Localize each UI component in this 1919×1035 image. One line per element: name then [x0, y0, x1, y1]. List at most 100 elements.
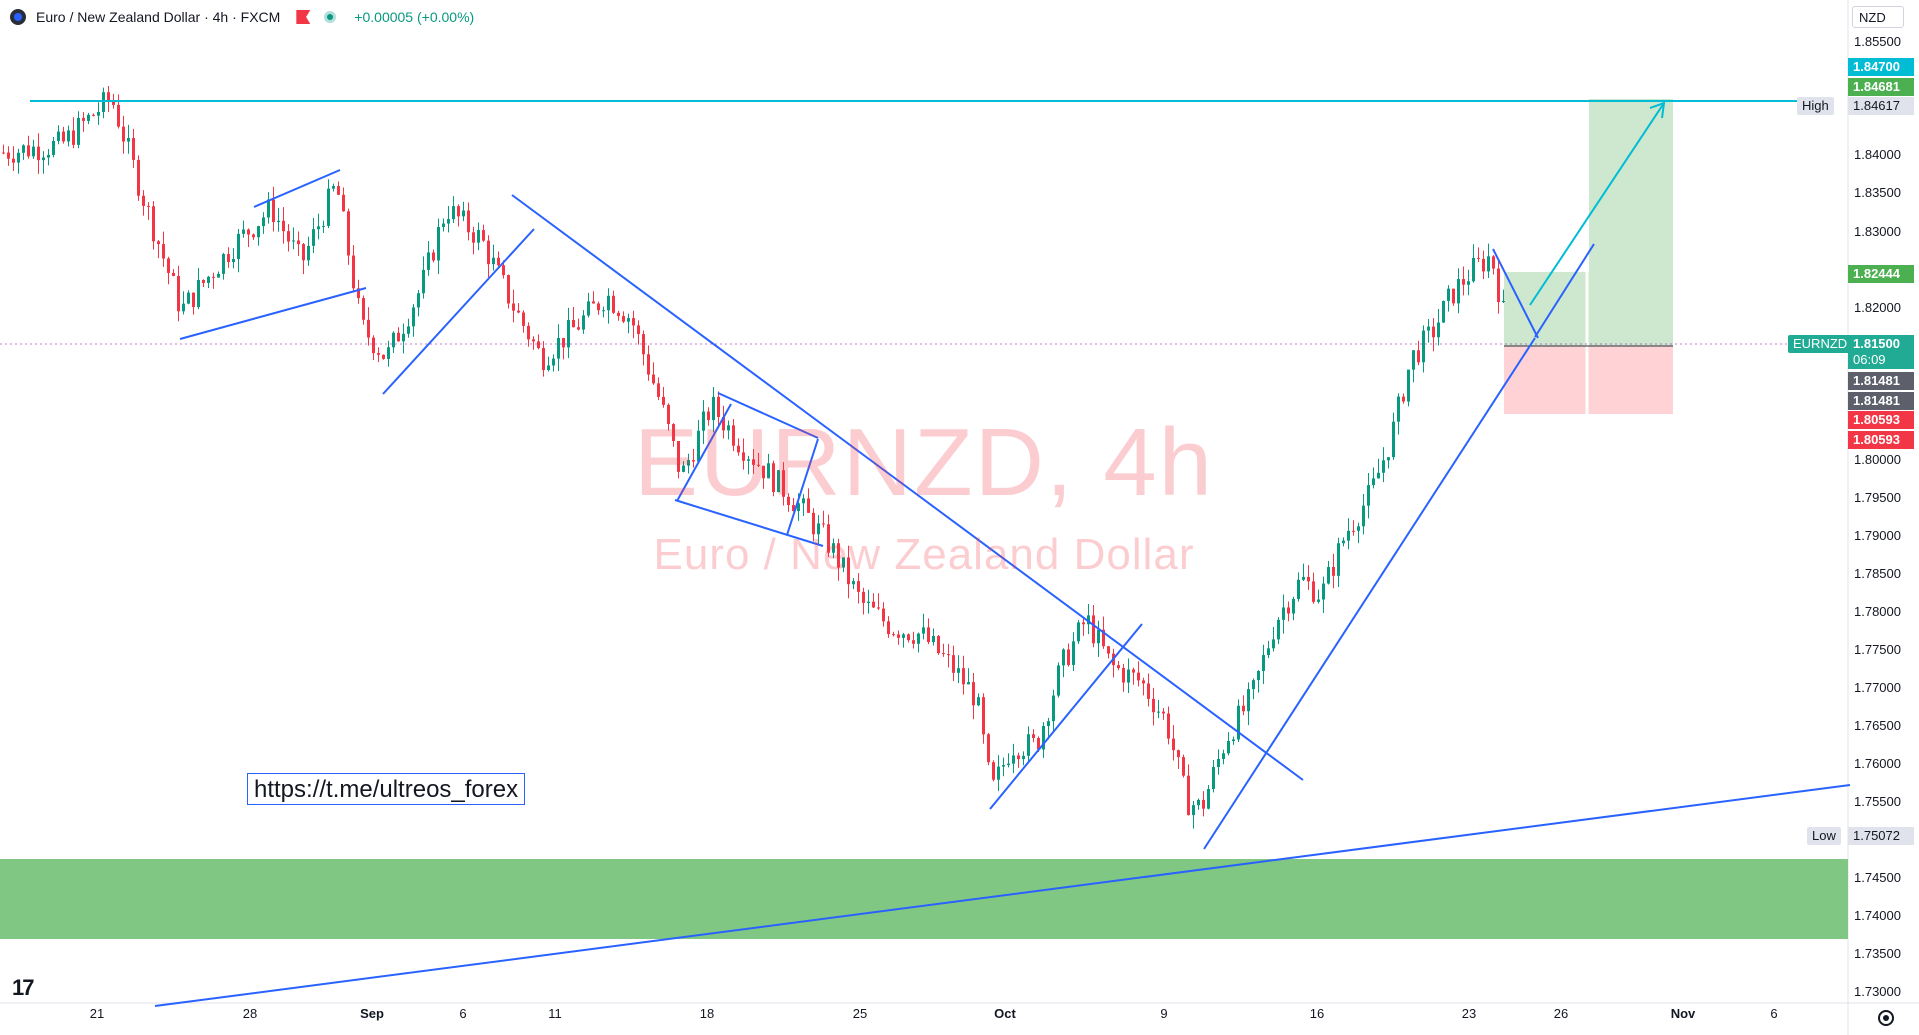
candle-body — [437, 226, 440, 261]
flag-leg-3[interactable] — [786, 438, 819, 536]
candle-body — [412, 307, 415, 327]
candle-body — [482, 230, 485, 241]
projection-arrow[interactable] — [1529, 101, 1666, 306]
candle-body — [422, 269, 425, 294]
flag-lower-line-2[interactable] — [674, 499, 824, 547]
candle-body — [22, 145, 25, 153]
candle-body — [1087, 615, 1090, 625]
candle-body — [137, 159, 140, 196]
candle-body — [77, 117, 80, 145]
uptrend-line[interactable] — [1203, 337, 1536, 850]
candle-body — [1137, 672, 1140, 681]
price-tick: 1.79500 — [1854, 490, 1901, 505]
candle-body — [972, 682, 975, 706]
flag-upper-line-2[interactable] — [717, 392, 819, 439]
trendlines[interactable] — [154, 169, 1851, 1007]
candle-body — [1147, 683, 1150, 699]
candle-body — [702, 411, 705, 431]
flag-leg-2[interactable] — [676, 403, 732, 502]
candle-body — [327, 188, 330, 226]
candle-body — [857, 581, 860, 592]
candle-body — [127, 138, 130, 142]
candle-body — [772, 463, 775, 493]
time-tick: 25 — [852, 1006, 868, 1021]
candle-body — [532, 339, 535, 342]
channel-line-2[interactable] — [989, 623, 1143, 810]
settings-gear-icon[interactable] — [1878, 1010, 1894, 1026]
long-support-trendline[interactable] — [154, 784, 1851, 1007]
candle-body — [457, 206, 460, 217]
candle-body — [232, 259, 235, 262]
candle-body — [177, 275, 180, 312]
channel-upper-line[interactable] — [1534, 243, 1595, 338]
price-tick: 1.76500 — [1854, 718, 1901, 733]
candle-body — [732, 425, 735, 446]
low-price-tag: 1.75072 — [1848, 827, 1914, 845]
candle-body — [1282, 607, 1285, 620]
major-downtrend-line[interactable] — [511, 194, 1304, 781]
candle-body — [62, 131, 65, 142]
currency-select[interactable]: NZD — [1852, 6, 1904, 28]
candle-body — [122, 126, 125, 142]
candle-body — [587, 301, 590, 316]
candle-body — [1027, 734, 1030, 756]
candle-body — [392, 332, 395, 348]
long-position-first-target[interactable] — [1504, 272, 1589, 346]
candle-body — [1397, 396, 1400, 422]
candle-body — [1357, 526, 1360, 531]
candle-body — [1297, 579, 1300, 599]
candle-body — [932, 635, 935, 643]
candle-body — [492, 257, 495, 265]
candle-body — [1402, 396, 1405, 402]
candle-body — [467, 210, 470, 233]
candle-body — [1362, 505, 1365, 527]
flag-lower-line-1[interactable] — [179, 287, 367, 340]
candle-body — [567, 319, 570, 348]
market-status-icon[interactable] — [324, 11, 337, 23]
candle-body — [1427, 326, 1430, 331]
candle-body — [1392, 421, 1395, 458]
candle-body — [1197, 799, 1200, 806]
candle-body — [362, 298, 365, 320]
candle-body — [1442, 300, 1445, 323]
candle-body — [347, 211, 350, 256]
candle-body — [387, 347, 390, 359]
demand-zone[interactable] — [0, 859, 1848, 939]
candle-body — [427, 252, 430, 270]
tradingview-logo-icon[interactable]: 17 — [12, 975, 35, 1000]
candle-body — [1127, 669, 1130, 683]
candle-body — [747, 459, 750, 461]
candle-body — [1382, 460, 1385, 473]
candle-body — [622, 316, 625, 322]
pullback-line[interactable] — [1492, 248, 1539, 339]
candle-body — [1432, 326, 1435, 338]
candle-body — [277, 220, 280, 223]
candle-body — [1057, 665, 1060, 696]
candle-body — [1337, 543, 1340, 576]
candle-body — [1077, 622, 1080, 642]
candle-body — [42, 157, 45, 161]
candle-body — [1252, 680, 1255, 690]
candle-body — [1212, 767, 1215, 789]
link-annotation[interactable]: https://t.me/ultreos_forex — [247, 773, 526, 805]
candle-body — [1332, 566, 1335, 576]
candle-body — [1457, 279, 1460, 304]
high-price-tag: 1.84617 — [1848, 97, 1914, 115]
candle-body — [207, 276, 210, 283]
candle-body — [187, 292, 190, 304]
symbol-price-label: EURNZD — [1788, 335, 1853, 353]
channel-line-1[interactable] — [382, 228, 535, 395]
candle-body — [1007, 763, 1010, 766]
symbol-title[interactable]: Euro / New Zealand Dollar · 4h · FXCM — [36, 9, 281, 25]
candle-body — [367, 319, 370, 338]
flag-icon[interactable] — [296, 10, 311, 24]
candle-body — [372, 337, 375, 354]
price-tick: 1.78000 — [1854, 604, 1901, 619]
candle-body — [827, 524, 830, 553]
candle-body — [287, 231, 290, 242]
candle-body — [1002, 765, 1005, 767]
flag-upper-line-1[interactable] — [253, 169, 341, 208]
long-position-profit-zone[interactable] — [1589, 99, 1673, 346]
candle-body — [97, 111, 100, 116]
